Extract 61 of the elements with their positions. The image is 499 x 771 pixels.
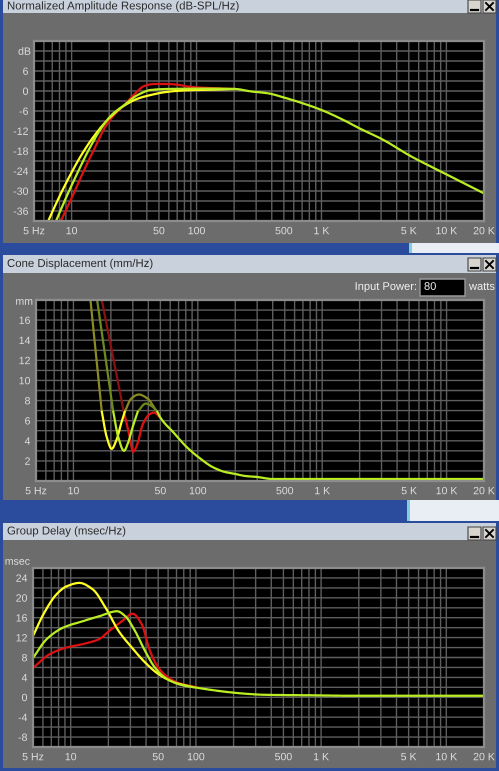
y-tick-label: 16 [20,316,30,324]
y-tick-label: -4 [18,714,28,721]
x-tick-label: 10 K [436,752,458,760]
x-tick-label: 5 Hz [24,226,44,234]
chart-title: Normalized Amplitude Response (dB-SPL/Hz) [8,1,239,12]
y-tick-label: -6 [20,107,28,115]
x-tick-label: 5 K [401,752,416,760]
y-tick-label: -12 [14,127,28,135]
y-axis-title: dB [18,47,30,55]
x-tick-label: 1 K [314,226,330,234]
y-tick-label: -24 [14,167,28,175]
y-tick-label: -30 [14,187,28,195]
x-tick-label: 5 K [401,226,417,234]
x-tick-label: 50 [152,752,164,760]
x-tick-label: 5 K [402,486,417,494]
x-tick-label: 20 K [474,226,495,234]
y-axis-title: msec [5,559,30,565]
x-tick-label: 10 [66,226,78,234]
y-axis-title: mm [16,299,32,305]
x-tick-label: 20 K [474,752,495,760]
x-tick-label: 500 [276,486,294,494]
x-tick-label: 10 K [436,226,458,234]
y-tick-label: 20 [16,594,28,602]
x-tick-label: 10 [68,486,79,494]
x-tick-label: 100 [190,486,206,494]
y-tick-label: 14 [20,336,30,344]
y-tick-label: 8 [22,654,27,662]
x-tick-label: 1 K [314,752,329,760]
x-tick-label: 1 K [315,486,330,494]
chart-title: Cone Displacement (mm/Hz) [8,258,152,270]
y-tick-label: 6 [25,417,30,425]
text: Input Power: [356,282,416,292]
text: watts [468,282,495,290]
x-tick-label: 50 [153,226,164,234]
y-tick-label: 0 [22,694,28,702]
x-tick-label: 50 [154,486,166,494]
x-tick-label: 100 [188,226,205,234]
x-tick-label: 10 [66,752,76,760]
y-tick-label: 10 [20,376,30,384]
x-tick-label: 500 [275,752,292,760]
y-tick-label: 12 [20,356,30,364]
y-tick-label: 8 [25,397,30,404]
y-tick-label: 6 [23,67,28,75]
y-tick-label: 16 [16,614,27,622]
y-tick-label: 24 [16,574,28,582]
x-tick-label: 100 [188,752,204,760]
y-tick-label: -36 [14,207,28,215]
x-tick-label: 5 Hz [22,752,44,760]
x-tick-label: 500 [275,226,292,234]
y-tick-label: -8 [18,734,27,741]
y-tick-label: 0 [22,87,28,95]
y-tick-label: 4 [24,437,30,445]
y-tick-label: -18 [14,147,28,155]
x-tick-label: 5 Hz [26,486,46,494]
y-tick-label: 2 [25,457,30,465]
text: 80 [424,282,436,290]
chart-title: Group Delay (msec/Hz) [8,526,126,537]
x-tick-label: 10 K [436,486,458,494]
x-tick-label: 20 K [474,486,495,494]
y-tick-label: 4 [22,674,28,682]
y-tick-label: 12 [16,634,27,642]
